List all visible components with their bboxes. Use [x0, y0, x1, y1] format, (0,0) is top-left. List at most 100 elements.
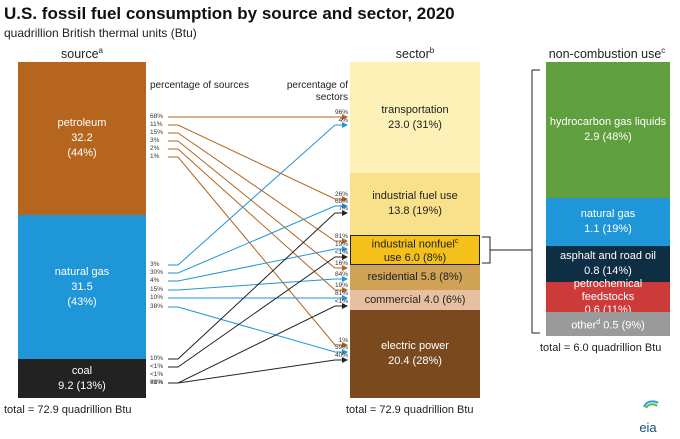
- dst-pct-natural_gas-electric: 59%: [334, 344, 348, 351]
- industrial-fuel-name: industrial fuel use: [372, 190, 458, 202]
- commercial-label: commercial 4.0 (6%): [364, 293, 466, 306]
- dst-pct-coal-industrial_nonfuel: <1%: [334, 249, 348, 256]
- flow-coal-electric: [168, 357, 348, 384]
- flow-petroleum-electric: [168, 156, 348, 348]
- dst-pct-petroleum-transportation: 96%: [334, 109, 348, 116]
- bar-industrial-nonfuel: industrial nonfuelc use 6.0 (8%): [350, 235, 480, 265]
- dst-pct-natural_gas-residential: 84%: [334, 271, 348, 278]
- flow-natural_gas-industrial_nonfuel: [168, 246, 348, 282]
- eia-logo-text: eia: [639, 420, 657, 435]
- electric-power-name: electric power: [381, 340, 449, 352]
- src-pct-petroleum-residential: 3%: [150, 137, 160, 144]
- src-pct-petroleum-commercial: 2%: [150, 145, 160, 152]
- src-pct-coal-electric: 90%: [150, 379, 164, 386]
- noncombustion-header: non-combustion usec: [548, 46, 666, 62]
- residential-label: residential 5.8 (8%): [367, 271, 463, 283]
- hgl-name: hydrocarbon gas liquids: [549, 116, 667, 128]
- flow-coal-industrial_nonfuel: [168, 254, 348, 368]
- dst-pct-petroleum-residential: 16%: [334, 260, 348, 267]
- natural-gas-share: (43%): [67, 295, 97, 308]
- transportation-value: 23.0 (31%): [388, 118, 442, 131]
- bar-petrochemical: petrochemical feedstocks 0.6 (11%): [546, 278, 670, 316]
- bar-industrial-fuel: industrial fuel use 13.8 (19%): [350, 173, 480, 235]
- source-total: total = 72.9 quadrillion Btu: [4, 404, 132, 416]
- nc-natural-gas-name: natural gas: [580, 208, 636, 220]
- bar-natural-gas: natural gas 31.5 (43%): [18, 215, 146, 359]
- bar-electric-power: electric power 20.4 (28%): [350, 310, 480, 398]
- eia-logo: eia: [630, 399, 666, 435]
- bar-commercial: commercial 4.0 (6%): [350, 290, 480, 310]
- noncombustion-total: total = 6.0 quadrillion Btu: [540, 342, 662, 354]
- asphalt-name: asphalt and road oil: [559, 250, 656, 262]
- transportation-name: transportation: [381, 103, 449, 116]
- eia-logo-icon: [643, 400, 659, 409]
- flow-natural_gas-electric: [168, 306, 348, 355]
- bar-asphalt: asphalt and road oil 0.8 (14%): [546, 246, 670, 282]
- src-pct-coal-residential: <1%: [150, 371, 164, 378]
- petrochemical-name: petrochemical feedstocks: [573, 277, 643, 303]
- percentage-of-sectors-label: percentage of sectors: [286, 80, 348, 103]
- industrial-fuel-value: 13.8 (19%): [388, 205, 442, 217]
- src-pct-natural_gas-industrial_nonfuel: 4%: [150, 277, 160, 284]
- chart-title: U.S. fossil fuel consumption by source a…: [4, 4, 455, 23]
- src-pct-petroleum-electric: 1%: [150, 153, 160, 160]
- dst-pct-natural_gas-industrial_nonfuel: 19%: [334, 241, 348, 248]
- src-pct-petroleum-industrial_fuel: 11%: [150, 121, 163, 128]
- petroleum-share: (44%): [67, 147, 97, 159]
- dst-pct-coal-commercial: <1%: [334, 298, 348, 305]
- src-pct-petroleum-industrial_nonfuel: 15%: [150, 129, 164, 136]
- src-pct-coal-industrial_fuel: 10%: [150, 355, 164, 362]
- flow-petroleum-residential: [168, 140, 348, 271]
- coal-value: 9.2 (13%): [58, 379, 106, 392]
- electric-power-value: 20.4 (28%): [388, 355, 442, 367]
- dst-pct-petroleum-industrial_nonfuel: 81%: [334, 233, 348, 240]
- src-pct-natural_gas-industrial_fuel: 30%: [150, 269, 164, 276]
- dst-pct-natural_gas-commercial: 81%: [334, 290, 348, 297]
- src-pct-natural_gas-residential: 15%: [150, 286, 164, 293]
- src-pct-natural_gas-electric: 38%: [150, 303, 164, 310]
- flow-natural_gas-industrial_fuel: [168, 203, 348, 274]
- sector-header: sectorb: [395, 46, 435, 62]
- flow-coal-industrial_fuel: [168, 210, 348, 360]
- other-label: otherd 0.5 (9%): [571, 318, 645, 332]
- dst-pct-petroleum-commercial: 19%: [334, 282, 348, 289]
- src-pct-natural_gas-commercial: 10%: [150, 294, 164, 301]
- src-pct-coal-industrial_nonfuel: <1%: [150, 363, 164, 370]
- flow-natural_gas-transportation: [168, 122, 348, 266]
- bar-petroleum: petroleum 32.2 (44%): [18, 62, 146, 215]
- flow-petroleum-industrial_fuel: [168, 124, 348, 202]
- dst-pct-natural_gas-transportation: 4%: [338, 117, 348, 124]
- src-pct-natural_gas-transportation: 3%: [150, 261, 160, 268]
- coal-name: coal: [71, 364, 93, 377]
- natural-gas-value: 31.5: [71, 280, 93, 293]
- noncombustion-connector: [482, 69, 540, 334]
- dst-pct-coal-industrial_fuel: 7%: [338, 205, 348, 212]
- sector-total: total = 72.9 quadrillion Btu: [346, 404, 474, 416]
- source-header: sourcea: [61, 46, 103, 62]
- asphalt-value: 0.8 (14%): [584, 265, 632, 277]
- percentage-of-sources-label: percentage of sources: [150, 80, 249, 91]
- flow-petroleum-commercial: [168, 148, 348, 293]
- petroleum-name: petroleum: [57, 117, 107, 129]
- chart-subtitle: quadrillion British thermal units (Btu): [4, 26, 197, 40]
- dst-pct-petroleum-industrial_fuel: 26%: [334, 191, 348, 198]
- dst-pct-petroleum-electric: 1%: [338, 337, 348, 344]
- nc-natural-gas-value: 1.1 (19%): [584, 223, 632, 235]
- src-pct-petroleum-transportation: 68%: [150, 113, 164, 120]
- petroleum-value: 32.2: [71, 132, 93, 144]
- flow-natural_gas-residential: [168, 276, 348, 291]
- flow-petroleum-industrial_nonfuel: [168, 132, 348, 244]
- industrial-nonfuel-name: industrial nonfuelc: [371, 238, 459, 251]
- bar-transportation: transportation 23.0 (31%): [350, 62, 480, 173]
- bar-nc-natural-gas: natural gas 1.1 (19%): [546, 198, 670, 246]
- dst-pct-coal-electric: 40%: [334, 352, 348, 359]
- industrial-nonfuel-value: use 6.0 (8%): [383, 251, 447, 264]
- bar-hydrocarbon-gas-liquids: hydrocarbon gas liquids 2.9 (48%): [546, 62, 670, 198]
- src-pct-coal-commercial: <1%: [150, 379, 164, 386]
- natural-gas-name: natural gas: [54, 265, 110, 278]
- bar-coal: coal 9.2 (13%): [18, 359, 146, 398]
- bar-other: otherd 0.5 (9%): [546, 312, 670, 336]
- bar-residential: residential 5.8 (8%): [350, 265, 480, 290]
- hgl-value: 2.9 (48%): [584, 131, 632, 143]
